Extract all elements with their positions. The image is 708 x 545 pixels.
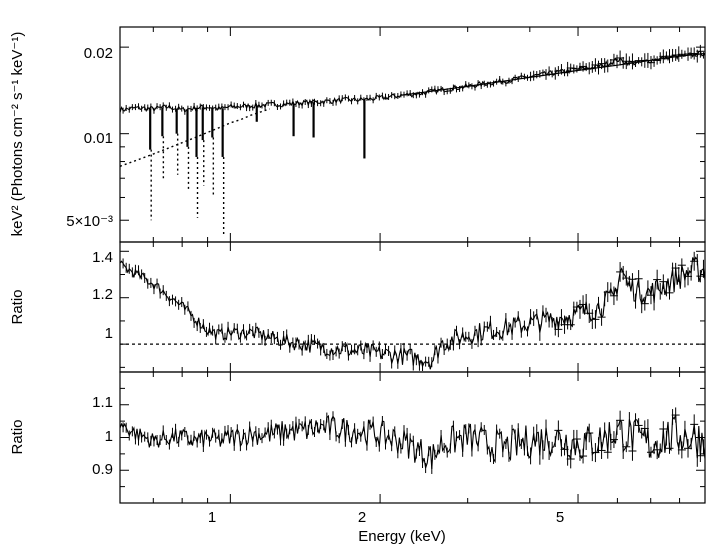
bottom-ytick-label-0.9: 0.9 (92, 461, 113, 478)
xtick-label-2: 2 (358, 509, 366, 526)
top-y-axis-label: keV² (Photons cm⁻² s⁻¹ keV⁻¹) (9, 32, 26, 237)
bottom-panel-series (119, 407, 706, 474)
xtick-label-5: 5 (556, 509, 564, 526)
bottom-y-axis-label: Ratio (9, 419, 26, 454)
top-ytick-label-5e-3: 5×10⁻³ (66, 213, 113, 230)
bottom-ytick-label-1: 1 (105, 428, 113, 445)
top-panel-series (119, 44, 706, 237)
x-axis-label: Energy (keV) (358, 528, 446, 545)
top-model-line (400, 52, 706, 96)
middle-ytick-label-1.4: 1.4 (92, 249, 113, 266)
top-panel-ticks (119, 27, 706, 242)
middle-y-axis-label: Ratio (9, 289, 26, 324)
middle-ytick-label-1.2: 1.2 (92, 286, 113, 303)
top-ytick-label-0.02: 0.02 (84, 45, 113, 62)
middle-ytick-label-1: 1 (105, 325, 113, 342)
bottom-ytick-label-1.1: 1.1 (92, 394, 113, 411)
bottom-panel-frame (119, 371, 706, 504)
bottom-panel-ticks (119, 372, 706, 503)
middle-panel-series (119, 251, 706, 371)
middle-data-trace (119, 256, 706, 370)
xtick-label-1: 1 (208, 509, 216, 526)
top-ytick-label-0.01: 0.01 (84, 130, 113, 147)
top-dotted-continuum (119, 108, 270, 167)
